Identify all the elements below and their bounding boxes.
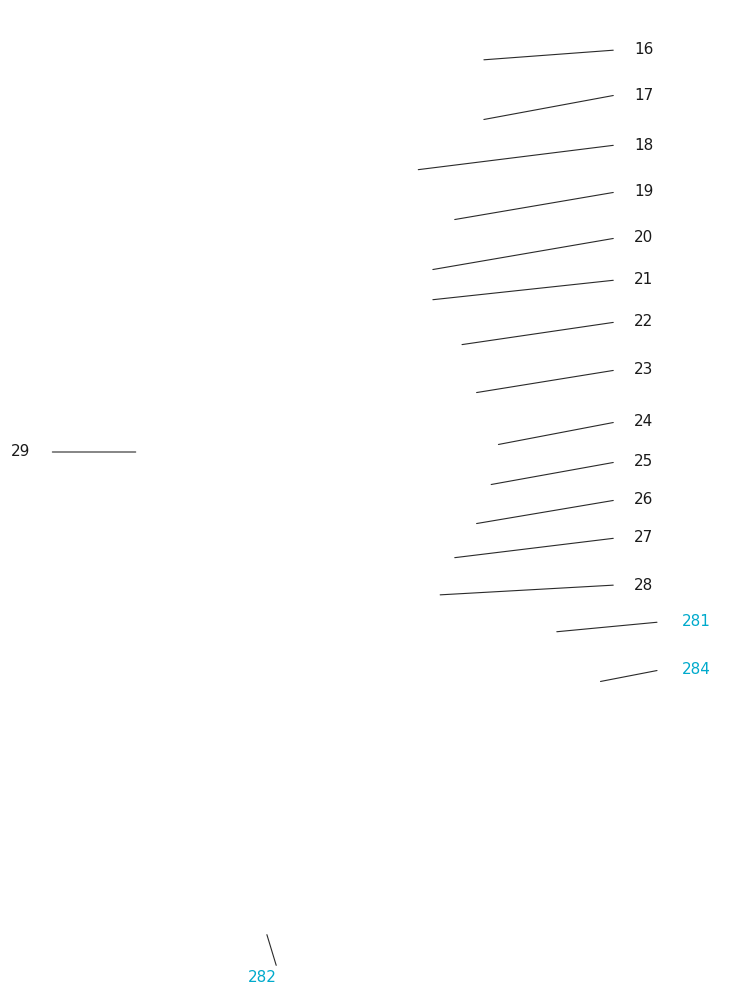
Text: 25: 25: [634, 454, 653, 470]
Text: 18: 18: [634, 137, 653, 152]
Text: 22: 22: [634, 314, 653, 330]
Text: 284: 284: [682, 662, 711, 678]
Text: 19: 19: [634, 184, 654, 200]
Text: 282: 282: [248, 970, 277, 986]
Text: 28: 28: [634, 578, 653, 592]
Text: 27: 27: [634, 530, 653, 546]
Text: 16: 16: [634, 42, 654, 57]
Text: 24: 24: [634, 414, 653, 430]
Text: 26: 26: [634, 492, 654, 508]
Text: 29: 29: [11, 444, 31, 460]
Text: 281: 281: [682, 614, 711, 630]
Text: 20: 20: [634, 231, 653, 245]
Text: 17: 17: [634, 88, 653, 103]
Text: 23: 23: [634, 362, 654, 377]
Text: 21: 21: [634, 272, 653, 288]
